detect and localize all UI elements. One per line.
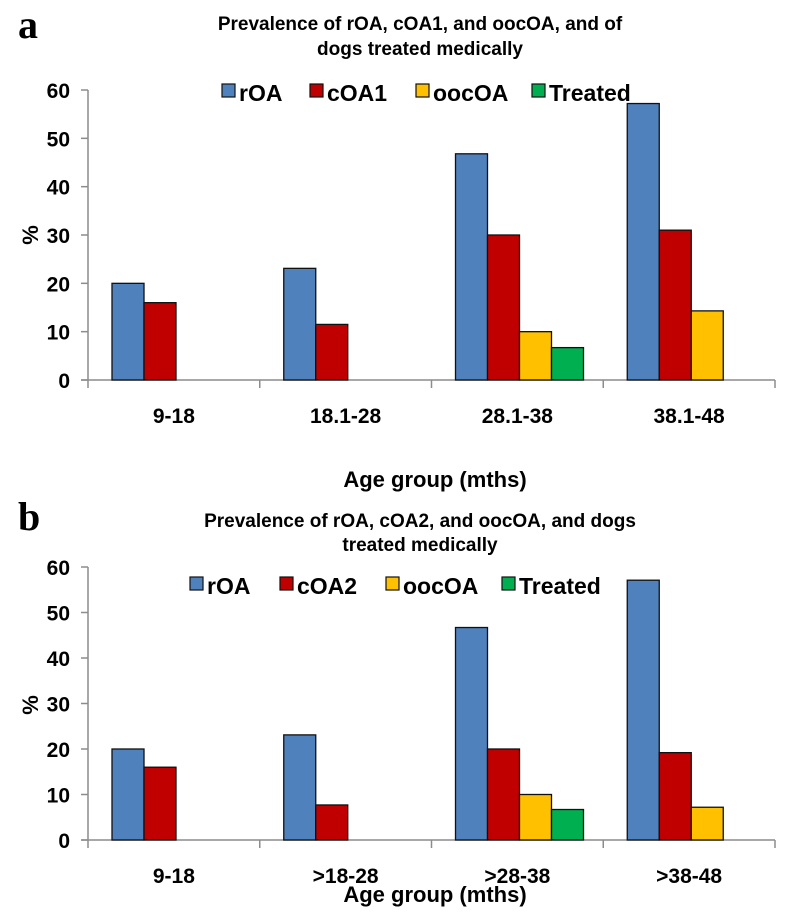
legend-swatch-oocoa bbox=[385, 576, 400, 591]
chart-title-line-2: dogs treated medically bbox=[317, 39, 523, 60]
x-tick-label: >28-38 bbox=[484, 865, 550, 888]
legend-label-coa2: cOA2 bbox=[297, 573, 357, 599]
panel-letter-b: b bbox=[18, 494, 40, 539]
bar-coa2-3 bbox=[658, 751, 692, 841]
bars bbox=[111, 579, 724, 841]
bar-roa-3 bbox=[626, 579, 660, 841]
y-tick-label: 0 bbox=[58, 370, 70, 393]
category-labels: 9-18 >18-28 >28-38 >38-48 bbox=[153, 865, 723, 888]
y-tick-label: 60 bbox=[47, 80, 70, 103]
legend-label-treated: Treated bbox=[519, 573, 601, 599]
x-tick-label: 38.1-48 bbox=[654, 405, 726, 428]
legend: rOA cOA2 oocOA Treated bbox=[189, 573, 601, 599]
panel-a: a Prevalence of rOA, cOA1, and oocOA, an… bbox=[18, 2, 776, 492]
bar-oocoa-2 bbox=[518, 793, 553, 841]
x-tick-label: 9-18 bbox=[153, 865, 195, 888]
legend-swatch-roa bbox=[189, 576, 204, 591]
y-tick-label: 30 bbox=[47, 225, 70, 248]
bar-treated-2 bbox=[550, 346, 585, 381]
bar-coa2-1 bbox=[315, 804, 349, 841]
legend-swatch-oocoa bbox=[415, 83, 430, 98]
y-tick-labels: 0 10 20 30 40 50 60 bbox=[47, 80, 70, 393]
chart-title-line-1: Prevalence of rOA, cOA2, and oocOA, and … bbox=[204, 511, 636, 532]
category-labels: 9-18 18.1-28 28.1-38 38.1-48 bbox=[153, 405, 725, 428]
x-tick-label: 28.1-38 bbox=[482, 405, 554, 428]
y-tick-label: 40 bbox=[47, 648, 70, 671]
y-tick-label: 40 bbox=[47, 177, 70, 200]
legend-label-oocoa: oocOA bbox=[433, 80, 508, 106]
bar-coa1-0 bbox=[143, 302, 177, 381]
x-axis-label: Age group (mths) bbox=[343, 467, 526, 492]
y-tick-label: 20 bbox=[47, 273, 70, 296]
legend-swatch-treated bbox=[501, 576, 516, 591]
bar-roa-2 bbox=[454, 153, 489, 381]
y-axis-label: % bbox=[18, 225, 43, 245]
panel-letter-a: a bbox=[18, 2, 38, 47]
bar-coa1-3 bbox=[658, 229, 692, 381]
bar-roa-0 bbox=[111, 282, 145, 381]
bar-coa1-2 bbox=[486, 234, 521, 381]
y-tick-label: 30 bbox=[47, 694, 70, 717]
y-tick-label: 10 bbox=[47, 322, 70, 345]
x-tick-label: >38-48 bbox=[656, 865, 722, 888]
y-tick-labels: 0 10 20 30 40 50 60 bbox=[47, 557, 70, 853]
legend-label-roa: rOA bbox=[207, 573, 250, 599]
y-tick-label: 20 bbox=[47, 739, 70, 762]
bar-coa2-0 bbox=[143, 766, 177, 841]
y-tick-label: 0 bbox=[58, 830, 70, 853]
legend-label-oocoa: oocOA bbox=[403, 573, 478, 599]
chart-title-line-2: treated medically bbox=[342, 535, 498, 556]
bar-roa-0 bbox=[111, 748, 145, 841]
legend-swatch-roa bbox=[221, 83, 236, 98]
bar-roa-1 bbox=[283, 734, 317, 841]
bar-oocoa-3 bbox=[690, 310, 724, 381]
x-axis-label: Age group (mths) bbox=[343, 882, 526, 907]
bar-roa-1 bbox=[283, 267, 317, 381]
bar-oocoa-3 bbox=[690, 806, 724, 841]
y-tick-label: 50 bbox=[47, 603, 70, 626]
legend-label-treated: Treated bbox=[549, 80, 631, 106]
bar-coa2-2 bbox=[486, 748, 521, 841]
bar-roa-3 bbox=[626, 102, 660, 381]
bar-treated-2 bbox=[550, 808, 585, 841]
bars bbox=[111, 102, 724, 381]
legend-swatch-treated bbox=[531, 83, 546, 98]
x-tick-label: 18.1-28 bbox=[310, 405, 382, 428]
chart-title-line-1: Prevalence of rOA, cOA1, and oocOA, and … bbox=[218, 14, 623, 35]
bar-coa1-1 bbox=[315, 323, 349, 381]
y-tick-label: 60 bbox=[47, 557, 70, 580]
legend-swatch-coa1 bbox=[309, 83, 324, 98]
legend-swatch-coa2 bbox=[279, 576, 294, 591]
legend-label-roa: rOA bbox=[239, 80, 282, 106]
bar-roa-2 bbox=[454, 626, 489, 841]
panel-b: b Prevalence of rOA, cOA2, and oocOA, an… bbox=[18, 494, 776, 907]
legend-label-coa1: cOA1 bbox=[327, 80, 387, 106]
bar-oocoa-2 bbox=[518, 331, 553, 381]
legend: rOA cOA1 oocOA Treated bbox=[221, 80, 631, 106]
y-tick-label: 10 bbox=[47, 785, 70, 808]
y-axis-label: % bbox=[18, 695, 43, 715]
x-tick-label: >18-28 bbox=[313, 865, 379, 888]
x-tick-label: 9-18 bbox=[153, 405, 195, 428]
y-tick-label: 50 bbox=[47, 128, 70, 151]
